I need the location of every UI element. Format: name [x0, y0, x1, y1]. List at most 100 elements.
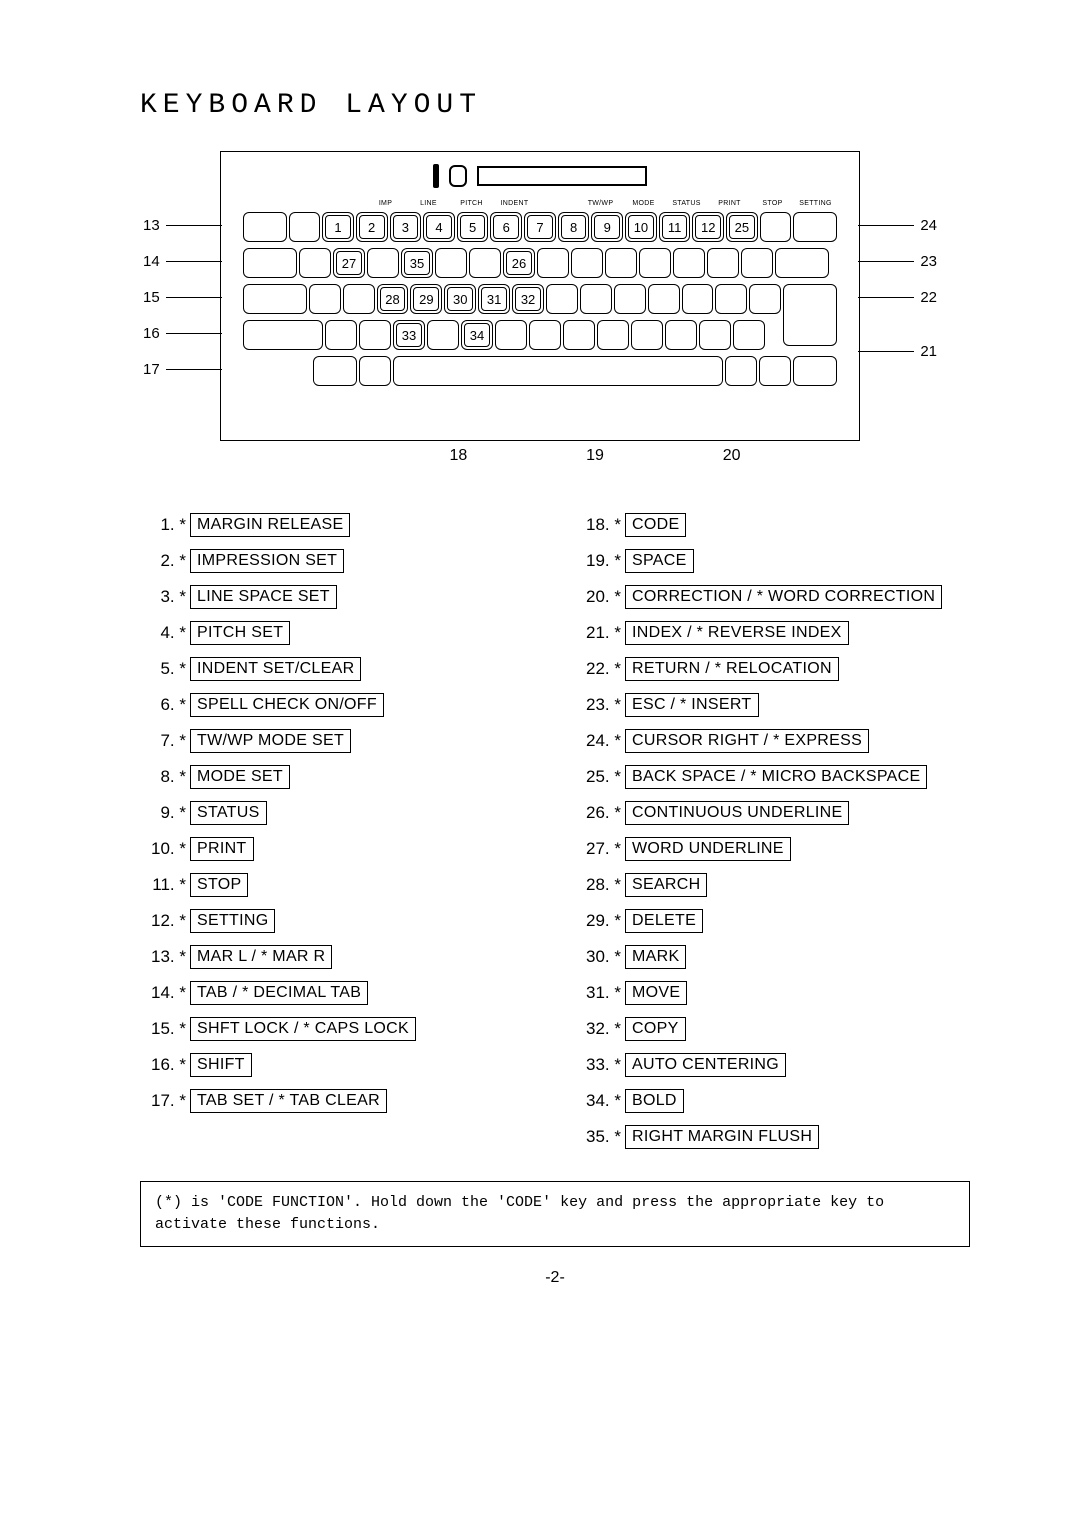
top-label: LINE	[407, 200, 450, 207]
legend-row: 22. *RETURN / * RELOCATION	[575, 657, 970, 681]
legend-left-column: 1. *MARGIN RELEASE 2. *IMPRESSION SET 3. *…	[140, 513, 535, 1161]
legend-row: 17. *TAB SET / * TAB CLEAR	[140, 1089, 535, 1113]
legend-number: 17. *	[140, 1091, 186, 1111]
key: 32	[512, 284, 544, 314]
legend-number: 3. *	[140, 587, 186, 607]
legend-row: 19. *SPACE	[575, 549, 970, 573]
legend-label: SEARCH	[625, 873, 707, 897]
legend-row: 27. *WORD UNDERLINE	[575, 837, 970, 861]
legend-number: 30. *	[575, 947, 621, 967]
legend-number: 9. *	[140, 803, 186, 823]
legend-row: 31. *MOVE	[575, 981, 970, 1005]
legend-row: 29. *DELETE	[575, 909, 970, 933]
callout-right: 24	[858, 210, 937, 240]
legend-number: 31. *	[575, 983, 621, 1003]
legend-row: 4. *PITCH SET	[140, 621, 535, 645]
bottom-callout-18: 18	[390, 447, 527, 465]
key: 6	[490, 212, 522, 242]
legend-label: CORRECTION / * WORD CORRECTION	[625, 585, 942, 609]
key: 28	[377, 284, 409, 314]
key-row-5	[243, 356, 837, 386]
legend-number: 15. *	[140, 1019, 186, 1039]
key: 10	[625, 212, 657, 242]
legend-number: 23. *	[575, 695, 621, 715]
page-title: KEYBOARD LAYOUT	[140, 90, 970, 121]
legend-label: IMPRESSION SET	[190, 549, 344, 573]
legend-label: SPACE	[625, 549, 694, 573]
legend-label: SPELL CHECK ON/OFF	[190, 693, 384, 717]
legend-number: 11. *	[140, 875, 186, 895]
legend-label: TAB SET / * TAB CLEAR	[190, 1089, 387, 1113]
legend-number: 16. *	[140, 1055, 186, 1075]
legend-row: 3. *LINE SPACE SET	[140, 585, 535, 609]
legend-row: 16. *SHIFT	[140, 1053, 535, 1077]
top-label: MODE	[622, 200, 665, 207]
legend-row: 12. *SETTING	[140, 909, 535, 933]
legend-row: 30. *MARK	[575, 945, 970, 969]
legend-label: SHFT LOCK / * CAPS LOCK	[190, 1017, 416, 1041]
legend-number: 6. *	[140, 695, 186, 715]
legend-number: 33. *	[575, 1055, 621, 1075]
legend-number: 25. *	[575, 767, 621, 787]
right-callouts: 24232221	[858, 210, 937, 372]
legend-label: AUTO CENTERING	[625, 1053, 786, 1077]
legend-label: MODE SET	[190, 765, 290, 789]
legend-number: 20. *	[575, 587, 621, 607]
legend-label: CURSOR RIGHT / * EXPRESS	[625, 729, 869, 753]
lcd-area	[433, 164, 647, 188]
legend-row: 28. *SEARCH	[575, 873, 970, 897]
top-label	[321, 200, 364, 207]
legend-row: 10. *PRINT	[140, 837, 535, 861]
callout-left: 13	[143, 210, 222, 240]
legend-number: 22. *	[575, 659, 621, 679]
legend-label: LINE SPACE SET	[190, 585, 337, 609]
callout-right: 23	[858, 246, 937, 276]
key: 9	[591, 212, 623, 242]
bottom-callout-20: 20	[663, 447, 800, 465]
legend-row: 18. *CODE	[575, 513, 970, 537]
legend-number: 28. *	[575, 875, 621, 895]
legend-number: 27. *	[575, 839, 621, 859]
legend-label: TAB / * DECIMAL TAB	[190, 981, 368, 1005]
legend-label: MARGIN RELEASE	[190, 513, 350, 537]
legend-row: 9. *STATUS	[140, 801, 535, 825]
legend-number: 19. *	[575, 551, 621, 571]
bottom-callout-19: 19	[527, 447, 664, 465]
key: 5	[457, 212, 489, 242]
legend-label: DELETE	[625, 909, 703, 933]
legend-number: 26. *	[575, 803, 621, 823]
legend-number: 4. *	[140, 623, 186, 643]
legend-label: RETURN / * RELOCATION	[625, 657, 839, 681]
legend-row: 11. *STOP	[140, 873, 535, 897]
legend-number: 18. *	[575, 515, 621, 535]
legend-row: 35. *RIGHT MARGIN FLUSH	[575, 1125, 970, 1149]
key: 25	[726, 212, 758, 242]
legend-label: INDENT SET/CLEAR	[190, 657, 361, 681]
legend-label: MAR L / * MAR R	[190, 945, 332, 969]
top-label: TW/WP	[579, 200, 622, 207]
legend-row: 32. *COPY	[575, 1017, 970, 1041]
top-label	[536, 200, 579, 207]
legend-label: CODE	[625, 513, 686, 537]
callout-left: 17	[143, 354, 222, 384]
footnote: (*) is 'CODE FUNCTION'. Hold down the 'C…	[140, 1181, 970, 1247]
legend-number: 24. *	[575, 731, 621, 751]
legend-label: COPY	[625, 1017, 686, 1041]
key: 2	[356, 212, 388, 242]
legend-row: 33. *AUTO CENTERING	[575, 1053, 970, 1077]
legend-label: PITCH SET	[190, 621, 290, 645]
legend-label: BACK SPACE / * MICRO BACKSPACE	[625, 765, 927, 789]
key: 30	[444, 284, 476, 314]
top-label: INDENT	[493, 200, 536, 207]
legend-number: 7. *	[140, 731, 186, 751]
keyboard-diagram: IMPLINEPITCHINDENTTW/WPMODESTATUSPRINTST…	[220, 151, 860, 441]
legend-number: 29. *	[575, 911, 621, 931]
callout-left: 15	[143, 282, 222, 312]
legend-number: 1. *	[140, 515, 186, 535]
key: 29	[410, 284, 442, 314]
legend-row: 2. *IMPRESSION SET	[140, 549, 535, 573]
key-row-4: 33 34	[243, 320, 837, 350]
legend-row: 20. *CORRECTION / * WORD CORRECTION	[575, 585, 970, 609]
legend-row: 1. *MARGIN RELEASE	[140, 513, 535, 537]
legend-row: 8. *MODE SET	[140, 765, 535, 789]
